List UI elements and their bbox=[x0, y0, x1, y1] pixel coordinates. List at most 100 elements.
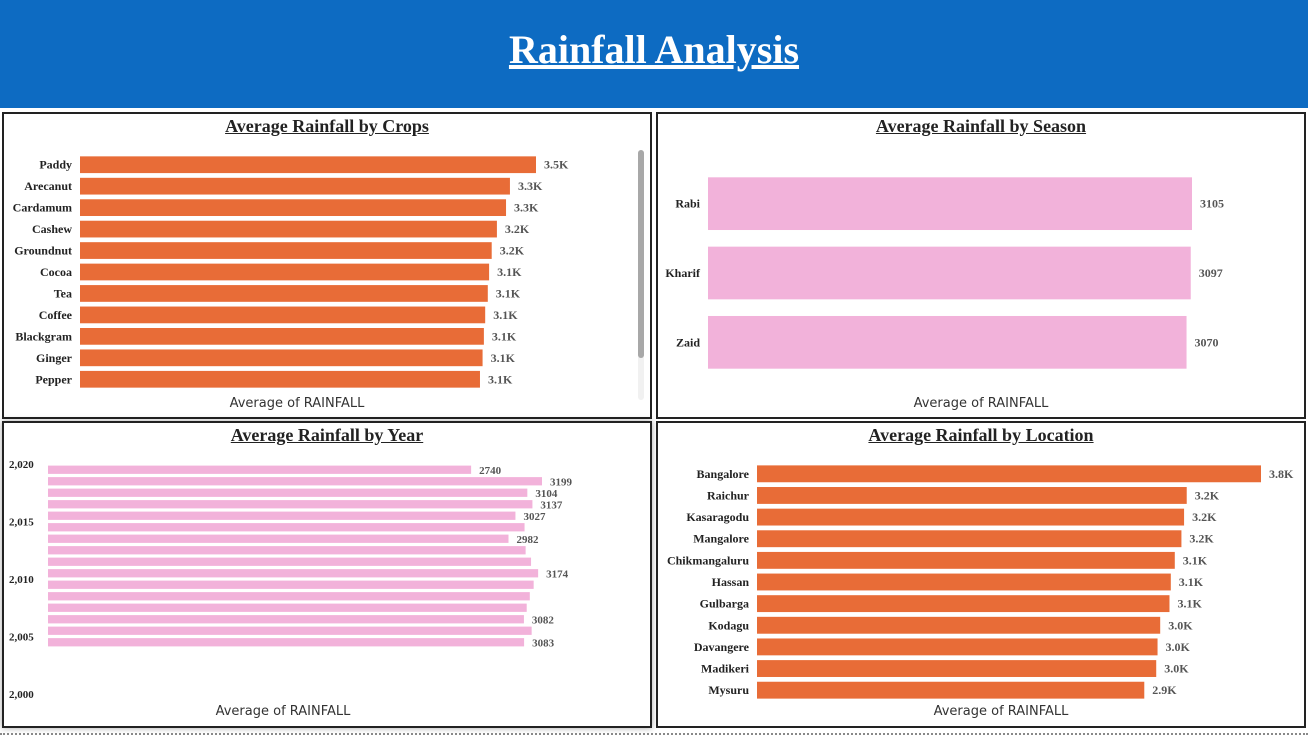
page-title: Rainfall Analysis bbox=[508, 27, 800, 72]
data-label-coffee: 3.1K bbox=[493, 308, 518, 322]
data-label-arecanut: 3.3K bbox=[518, 179, 543, 193]
bar-2017 bbox=[48, 488, 528, 497]
data-label-madikeri: 3.0K bbox=[1164, 662, 1189, 676]
bar-2004 bbox=[48, 638, 525, 647]
data-label-paddy: 3.5K bbox=[544, 158, 569, 172]
season-chart: Rabi 3105 Kharif 3097 Zaid 3070 bbox=[665, 177, 1224, 369]
y-tick-pepper: Pepper bbox=[35, 372, 72, 386]
y-tick-2020: 2,020 bbox=[9, 459, 34, 471]
bar-hassan bbox=[757, 573, 1171, 591]
bar-2012 bbox=[48, 546, 526, 555]
y-tick-groundnut: Groundnut bbox=[14, 244, 72, 258]
bar-chikmangaluru bbox=[757, 551, 1175, 569]
bar-groundnut bbox=[80, 242, 492, 259]
bar-madikeri bbox=[757, 660, 1157, 677]
data-label-davangere: 3.0K bbox=[1166, 640, 1191, 654]
bar-2011 bbox=[48, 557, 532, 566]
data-label-2004: 3083 bbox=[532, 637, 555, 649]
data-label-2015: 3027 bbox=[523, 511, 546, 523]
bar-2009 bbox=[48, 580, 534, 589]
data-label-hassan: 3.1K bbox=[1179, 575, 1204, 589]
y-tick-kharif: Kharif bbox=[665, 266, 701, 280]
data-label-2017: 3104 bbox=[535, 488, 558, 500]
bar-arecanut bbox=[80, 177, 510, 195]
y-tick-hassan: Hassan bbox=[712, 575, 750, 589]
crops-x-axis-title: Average of RAINFALL bbox=[229, 396, 365, 411]
bar-bangalore bbox=[757, 465, 1261, 483]
y-tick-cardamum: Cardamum bbox=[13, 201, 72, 215]
y-tick-madikeri: Madikeri bbox=[701, 662, 750, 676]
y-tick-ginger: Ginger bbox=[36, 351, 73, 365]
y-tick-blackgram: Blackgram bbox=[15, 329, 72, 343]
data-label-2016: 3137 bbox=[540, 499, 563, 511]
season-chart-title: Average Rainfall by Season bbox=[875, 116, 1087, 136]
bar-raichur bbox=[757, 487, 1187, 504]
y-tick-arecanut: Arecanut bbox=[24, 179, 72, 193]
bar-2005 bbox=[48, 626, 532, 635]
data-label-cocoa: 3.1K bbox=[497, 265, 522, 279]
bar-gulbarga bbox=[757, 595, 1170, 613]
y-tick-cocoa: Cocoa bbox=[40, 265, 72, 279]
bar-cardamum bbox=[80, 199, 507, 217]
location-chart-panel[interactable]: Average Rainfall by Location Bangalore 3.… bbox=[656, 421, 1306, 728]
y-tick-mysuru: Mysuru bbox=[708, 683, 749, 697]
data-label-kodagu: 3.0K bbox=[1168, 618, 1193, 632]
data-label-2013: 2982 bbox=[516, 534, 539, 546]
bar-2018 bbox=[48, 477, 542, 486]
data-label-kasaragodu: 3.2K bbox=[1192, 510, 1217, 524]
year-chart: 2,020 2,015 2,010 2,005 2,000 2740 31993104313… bbox=[9, 459, 573, 701]
data-label-raichur: 3.2K bbox=[1195, 488, 1220, 502]
bar-kharif bbox=[708, 246, 1191, 300]
bar-2010 bbox=[48, 569, 539, 578]
header-banner: Rainfall Analysis bbox=[0, 0, 1308, 108]
data-label-2006: 3082 bbox=[532, 614, 555, 626]
y-tick-gulbarga: Gulbarga bbox=[700, 597, 749, 611]
bar-2019 bbox=[48, 465, 472, 474]
y-tick-paddy: Paddy bbox=[39, 158, 72, 172]
bar-2016 bbox=[48, 500, 533, 509]
y-tick-cashew: Cashew bbox=[32, 222, 72, 236]
crops-chart-title: Average Rainfall by Crops bbox=[225, 116, 429, 136]
crops-chart-panel[interactable]: Average Rainfall by Crops Paddy 3.5K Areca… bbox=[2, 112, 652, 419]
crops-chart: Paddy 3.5K Arecanut 3.3K Cardamum 3.3K Cashew 3… bbox=[13, 156, 569, 388]
y-tick-mangalore: Mangalore bbox=[693, 532, 749, 546]
bar-2007 bbox=[48, 603, 527, 612]
bar-cashew bbox=[80, 220, 497, 238]
bar-coffee bbox=[80, 306, 486, 324]
year-chart-panel[interactable]: Average Rainfall by Year 2,020 2,015 2,010… bbox=[2, 421, 652, 728]
bar-ginger bbox=[80, 349, 483, 367]
data-label-gulbarga: 3.1K bbox=[1177, 597, 1202, 611]
season-chart-panel[interactable]: Average Rainfall by Season Rabi 3105 Khari… bbox=[656, 112, 1306, 419]
bar-blackgram bbox=[80, 327, 484, 345]
data-label-2019: 2740 bbox=[479, 465, 502, 477]
data-label-mysuru: 2.9K bbox=[1152, 683, 1177, 697]
data-label-mangalore: 3.2K bbox=[1189, 532, 1214, 546]
crops-scrollbar-thumb[interactable] bbox=[638, 150, 644, 358]
y-tick-rabi: Rabi bbox=[675, 197, 700, 211]
location-chart-title: Average Rainfall by Location bbox=[868, 425, 1094, 445]
page-bottom-edge bbox=[0, 732, 1308, 735]
location-x-axis-title: Average of RAINFALL bbox=[933, 704, 1069, 719]
season-x-axis-title: Average of RAINFALL bbox=[913, 396, 1049, 411]
y-tick-2005: 2,005 bbox=[9, 632, 34, 644]
bar-kasaragodu bbox=[757, 508, 1185, 526]
data-label-tea: 3.1K bbox=[496, 286, 521, 300]
y-tick-coffee: Coffee bbox=[39, 308, 73, 322]
bar-mangalore bbox=[757, 530, 1182, 548]
year-x-axis-title: Average of RAINFALL bbox=[215, 704, 351, 719]
data-label-chikmangaluru: 3.1K bbox=[1183, 553, 1208, 567]
y-tick-raichur: Raichur bbox=[707, 488, 750, 502]
y-tick-chikmangaluru: Chikmangaluru bbox=[667, 553, 749, 567]
y-tick-kodagu: Kodagu bbox=[708, 618, 749, 632]
bar-2014 bbox=[48, 523, 525, 532]
bar-2015 bbox=[48, 511, 516, 520]
year-chart-title: Average Rainfall by Year bbox=[230, 425, 424, 445]
y-tick-zaid: Zaid bbox=[676, 335, 700, 349]
bar-pepper bbox=[80, 370, 480, 388]
data-label-ginger: 3.1K bbox=[491, 351, 516, 365]
y-tick-2015: 2,015 bbox=[9, 517, 34, 529]
bar-cocoa bbox=[80, 263, 490, 281]
data-label-kharif: 3097 bbox=[1199, 266, 1223, 280]
data-label-blackgram: 3.1K bbox=[492, 329, 517, 343]
crops-scrollbar[interactable] bbox=[638, 150, 644, 400]
